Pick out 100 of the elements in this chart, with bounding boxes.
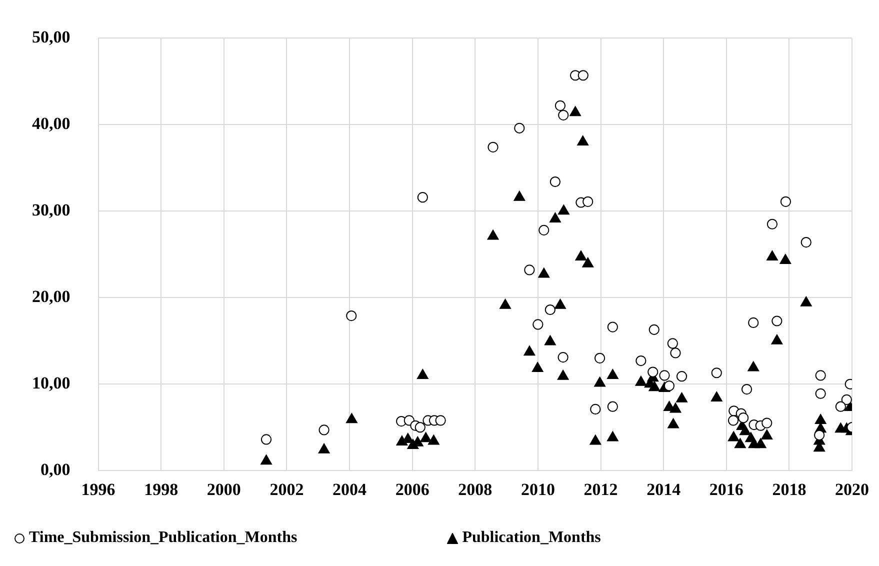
x-tick-label: 2004 [332,480,367,500]
point [636,355,646,366]
x-tick-label: 2016 [709,480,744,500]
point [761,430,773,440]
point [346,413,358,424]
y-tick-label: 20,00 [32,287,70,306]
point [766,250,778,260]
y-tick-label: 40,00 [32,114,70,134]
y-tick-label: 0,00 [40,460,70,479]
point [577,135,589,146]
point [762,418,772,428]
point [741,384,752,395]
x-tick-label: 2008 [458,480,492,500]
x-tick-label: 2014 [646,480,682,500]
x-tick-label: 2006 [395,480,430,500]
x-tick-label: 2000 [206,480,241,500]
point [748,361,760,372]
point [841,394,852,405]
y-tick-label: 30,00 [32,200,70,220]
point [557,370,569,380]
point [648,324,660,335]
point [420,432,432,442]
point [550,212,561,222]
point [711,368,722,378]
point [582,196,594,207]
point [664,380,675,392]
point [606,368,618,379]
point [538,224,550,236]
point [570,106,582,116]
point [532,362,544,372]
point [771,334,783,344]
point [670,402,682,413]
point [558,204,570,215]
legend-label: Publication_Months [462,529,601,547]
point [648,381,660,392]
point [318,443,330,454]
point [738,412,749,424]
point [594,376,606,387]
point [676,371,688,382]
point [554,298,566,309]
point [544,304,556,316]
point [766,218,778,230]
point [728,415,739,426]
point [416,368,428,379]
point [740,425,751,436]
y-tick-label: 10,00 [32,374,70,393]
point [346,310,357,322]
point [754,438,766,448]
y-tick-label: 50,00 [32,28,70,47]
point [635,376,647,386]
point [607,401,618,412]
point [728,431,740,442]
point [414,422,426,433]
point [659,370,670,381]
point [417,192,428,203]
point [648,366,658,378]
legend-label: Time_Submission_Publication_Months [29,529,298,547]
point [734,438,746,448]
point [524,264,535,276]
point [544,335,556,346]
point [668,418,679,428]
x-tick-label: 2002 [270,480,304,500]
point [500,298,511,309]
point [538,268,550,278]
point [676,392,688,402]
point [748,317,759,328]
point [554,100,566,111]
point [578,70,588,81]
point [670,348,681,358]
point [558,352,568,363]
point [607,322,618,332]
point [814,414,826,424]
point [710,391,722,402]
point [590,434,602,445]
point [260,434,272,445]
point [594,352,606,364]
point [488,142,498,152]
point [606,431,618,442]
point [558,110,569,120]
x-tick-label: 1996 [81,480,116,500]
x-tick-label: 2010 [520,480,555,500]
point [780,196,792,207]
point [435,415,446,426]
point [814,430,825,440]
x-tick-label: 1998 [144,480,178,500]
point [524,346,536,356]
point [532,319,544,330]
point [780,254,792,264]
point [800,296,812,306]
point [514,190,526,201]
point [260,454,272,465]
point [800,236,812,248]
point [514,122,525,134]
x-tick-label: 2012 [584,480,618,500]
point [487,230,499,240]
point [772,316,782,326]
point [550,176,561,188]
point [318,424,330,436]
point [590,404,601,414]
point [835,401,846,412]
